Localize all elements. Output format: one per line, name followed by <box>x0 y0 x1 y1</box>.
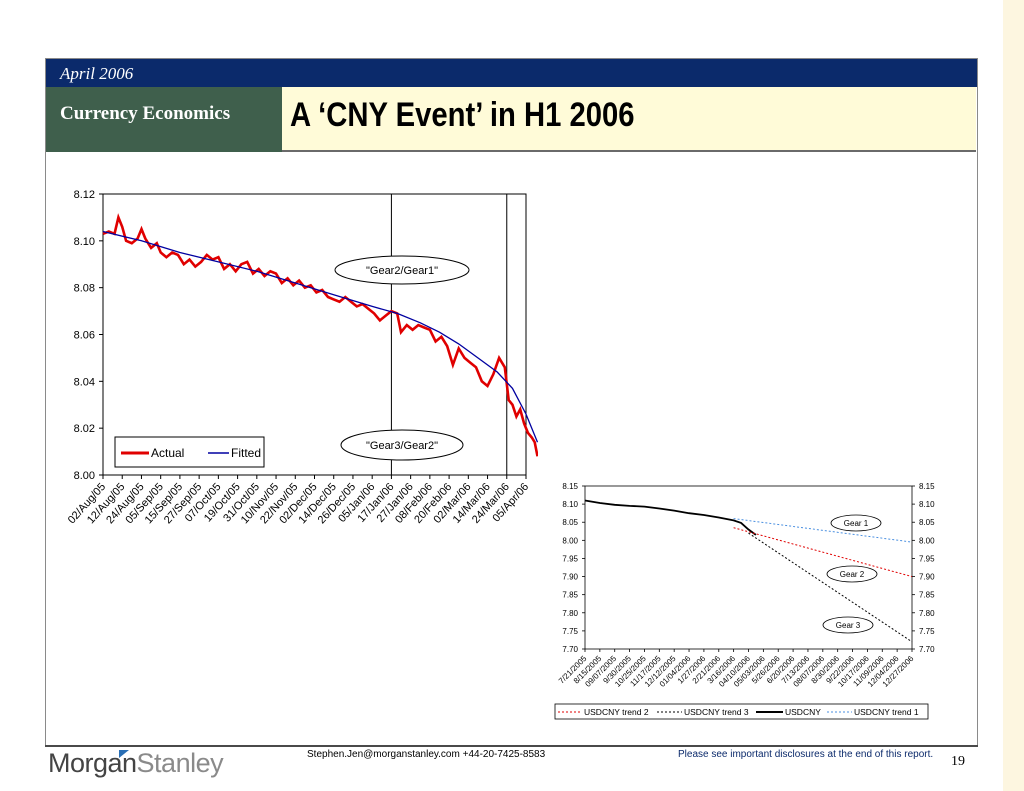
series-usdcny-trend-1-line <box>733 518 913 543</box>
y-tick-label: 8.00 <box>562 536 578 545</box>
y-tick-label: 7.85 <box>562 591 578 600</box>
y2-tick-label: 7.70 <box>919 645 935 654</box>
annotation-gear3-label: Gear 3 <box>836 621 861 630</box>
y2-tick-label: 7.95 <box>919 554 935 563</box>
actual-vs-fitted-chart: 8.128.108.088.068.048.028.0002/Aug/0512/… <box>66 189 538 526</box>
y-tick-label: 8.12 <box>74 189 95 201</box>
annotation-gear3-gear2: "Gear3/Gear2" <box>340 429 464 461</box>
series-actual-line <box>102 213 538 457</box>
logo-stanley: Stanley <box>136 748 224 778</box>
contact-info: Stephen.Jen@morganstanley.com +44-20-742… <box>307 749 546 760</box>
y-tick-label: 7.90 <box>562 573 578 582</box>
y-tick-label: 8.06 <box>74 330 95 342</box>
chart2-legend: USDCNY trend 2 USDCNY trend 3 USDCNY USD… <box>554 703 929 720</box>
y-tick-label: 8.02 <box>74 423 95 435</box>
title-box <box>282 87 976 152</box>
legend-usdcny-label: USDCNY <box>785 707 821 717</box>
y-tick-label: 8.08 <box>74 283 95 295</box>
y2-tick-label: 7.90 <box>919 573 935 582</box>
y2-tick-label: 8.00 <box>919 536 935 545</box>
y2-tick-label: 8.15 <box>919 482 935 491</box>
y-tick-label: 8.10 <box>562 500 578 509</box>
annotation-gear2: Gear 2 <box>826 565 878 583</box>
page-number: 19 <box>951 754 965 769</box>
annotation-gear2-label: Gear 2 <box>840 570 865 579</box>
legend-trend1-label: USDCNY trend 1 <box>854 707 919 717</box>
series-fitted-line <box>102 230 538 443</box>
chart1-legend: Actual Fitted <box>114 436 265 468</box>
date-bar <box>46 59 977 87</box>
y2-tick-label: 7.75 <box>919 627 935 636</box>
section-box <box>46 87 282 152</box>
y-tick-label: 7.75 <box>562 627 578 636</box>
y-tick-label: 7.70 <box>562 645 578 654</box>
y-tick-label: 8.04 <box>74 376 95 388</box>
section-title: Currency Economics <box>60 103 231 124</box>
y-tick-label: 7.95 <box>562 554 578 563</box>
legend-trend2-label: USDCNY trend 2 <box>584 707 649 717</box>
usdcny-trend-chart: 8.15 8.15 8.10 8.10 8.05 8.05 8.00 8.00 7.95 7.95… <box>554 482 935 720</box>
footer-rule <box>45 745 978 747</box>
legend-actual-label: Actual <box>151 446 184 460</box>
annotation-gear3-gear2-label: "Gear3/Gear2" <box>366 440 438 452</box>
annotation-gear2-gear1-label: "Gear2/Gear1" <box>366 265 438 277</box>
legend-trend3-label: USDCNY trend 3 <box>684 707 749 717</box>
y-tick-label: 8.15 <box>562 482 578 491</box>
y2-tick-label: 7.80 <box>919 609 935 618</box>
series-usdcny-line <box>584 499 757 536</box>
annotation-gear2-gear1: "Gear2/Gear1" <box>334 255 470 285</box>
y2-tick-label: 7.85 <box>919 591 935 600</box>
y2-tick-label: 8.05 <box>919 518 935 527</box>
y2-tick-label: 8.10 <box>919 500 935 509</box>
y-tick-label: 8.00 <box>74 470 95 482</box>
page-title: A ‘CNY Event’ in H1 2006 <box>290 96 635 134</box>
y-tick-label: 8.10 <box>74 236 95 248</box>
report-date: April 2006 <box>60 64 134 83</box>
page-edge <box>1003 0 1024 791</box>
annotation-gear1: Gear 1 <box>830 514 882 532</box>
legend-fitted-label: Fitted <box>231 446 261 460</box>
series-usdcny-trend-2-line <box>733 527 913 578</box>
logo-mark-icon <box>119 750 129 758</box>
disclosure-link[interactable]: Please see important disclosures at the … <box>678 749 934 760</box>
chart1-plot-area <box>102 193 527 476</box>
morgan-stanley-logo: MorganStanley <box>48 748 224 779</box>
annotation-gear3: Gear 3 <box>822 616 874 634</box>
y-tick-label: 7.80 <box>562 609 578 618</box>
y-tick-label: 8.05 <box>562 518 578 527</box>
annotation-gear1-label: Gear 1 <box>844 519 869 528</box>
series-usdcny-trend-3-line <box>748 532 913 643</box>
